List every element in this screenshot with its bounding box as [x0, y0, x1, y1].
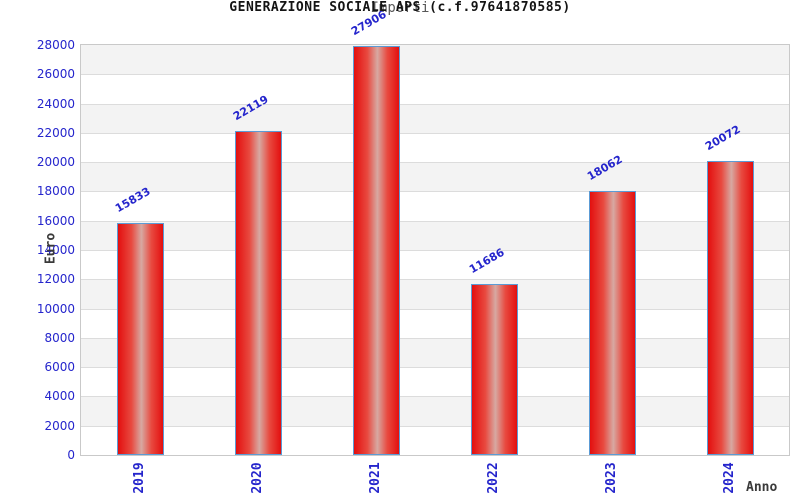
bar-2023 [588, 190, 636, 455]
y-tick-label: 8000 [44, 330, 75, 345]
bar-2024 [706, 161, 754, 455]
x-tick-label: 2020 [250, 462, 265, 494]
y-tick-label: 26000 [36, 67, 75, 82]
y-tick-label: 2000 [44, 418, 75, 433]
plot-band [81, 191, 789, 221]
plot-band [81, 396, 789, 426]
y-tick-label: 4000 [44, 389, 75, 404]
y-tick-label: 22000 [36, 125, 75, 140]
gridline [81, 396, 789, 398]
gridline [81, 337, 789, 339]
gridline [81, 308, 789, 310]
bar-2020 [234, 131, 282, 455]
gridline [81, 132, 789, 134]
bar-2021 [352, 46, 400, 455]
y-tick-label: 14000 [36, 243, 75, 257]
chart-subtitle: Importi [370, 0, 430, 16]
plot-band [81, 250, 789, 280]
plot-band [81, 162, 789, 192]
y-tick-label: 16000 [36, 213, 75, 228]
y-tick-label: 18000 [36, 184, 75, 199]
plot-band [81, 308, 789, 338]
gridline [81, 220, 789, 222]
plot-band [81, 103, 789, 133]
plot-band [81, 220, 789, 250]
gridline [81, 103, 789, 105]
bar-2022 [470, 283, 518, 455]
plot-band [81, 367, 789, 397]
gridline [81, 162, 789, 164]
y-tick-label: 0 [67, 448, 75, 462]
plot-band [81, 74, 789, 104]
y-tick-label: 28000 [36, 38, 75, 52]
y-tick-label: 24000 [36, 96, 75, 111]
gridline [81, 367, 789, 369]
plot-band [81, 337, 789, 368]
x-tick-label: 2024 [722, 462, 737, 494]
x-tick-label: 2019 [132, 462, 147, 494]
x-tick-label: 2023 [604, 462, 619, 494]
x-tick-label: 2021 [368, 462, 383, 494]
gridline [81, 191, 789, 193]
x-tick-label: 2022 [486, 462, 501, 494]
plot-band [81, 425, 789, 455]
gridline [81, 250, 789, 251]
plot-band [81, 132, 789, 163]
y-tick-label: 20000 [36, 155, 75, 170]
plot-area [80, 44, 790, 456]
plot-band [81, 45, 789, 75]
x-axis-title: Anno [746, 480, 778, 495]
y-axis-title: Euro [43, 232, 59, 265]
plot-band [81, 279, 789, 309]
bar-2019 [116, 223, 164, 455]
gridline [81, 74, 789, 76]
chart-title: GENERAZIONE SOCIALE APS (c.f.97641870585… [229, 0, 571, 15]
y-tick-label: 12000 [36, 272, 75, 287]
y-tick-label: 10000 [36, 301, 75, 316]
gridline [81, 425, 789, 427]
y-tick-label: 6000 [44, 360, 75, 375]
gridline [81, 279, 789, 281]
